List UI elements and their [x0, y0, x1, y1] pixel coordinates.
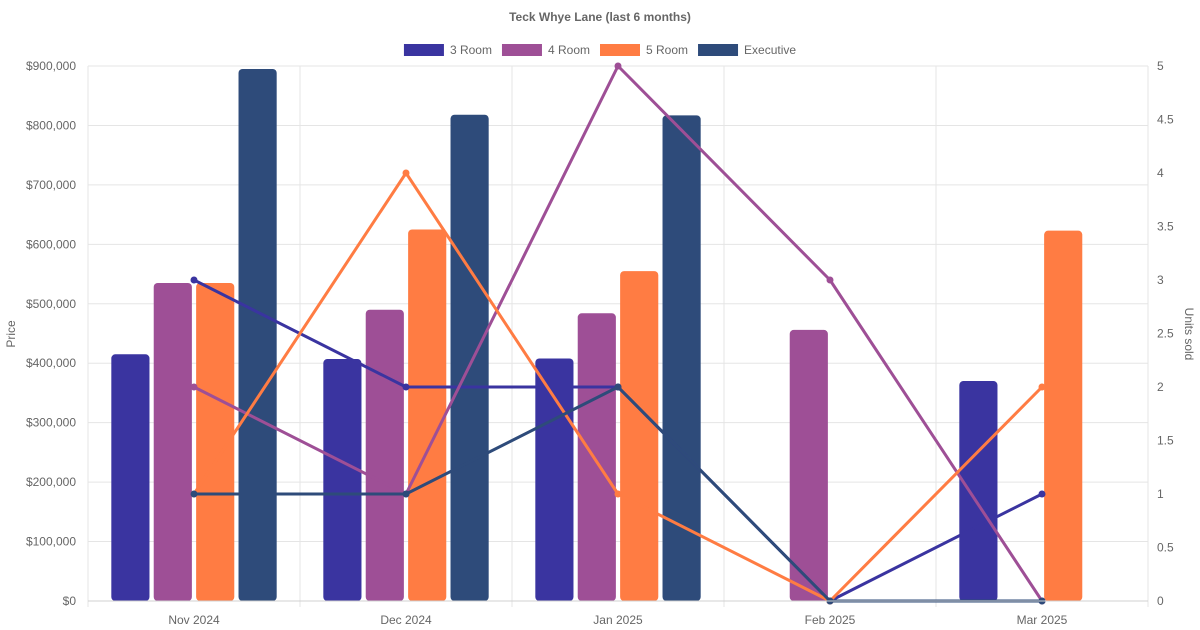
- units-point-3-room: [402, 383, 410, 391]
- units-line-4-room: [193, 64, 1044, 602]
- legend-swatch-5-room: [600, 44, 640, 56]
- y2-tick-label: 4.5: [1157, 113, 1174, 127]
- y-tick-label: $500,000: [26, 297, 76, 311]
- y2-tick-label: 3.5: [1157, 220, 1174, 234]
- x-tick-label: Jan 2025: [593, 613, 643, 627]
- legend-label-4-room: 4 Room: [548, 43, 590, 57]
- bar-3-room: [535, 358, 574, 601]
- bar-5-room: [620, 271, 659, 601]
- units-point-5-room: [1038, 383, 1046, 391]
- bar-4-room: [153, 282, 192, 601]
- y2-tick-label: 3: [1157, 273, 1164, 287]
- y-tick-label: $600,000: [26, 237, 76, 251]
- y2-tick-label: 4: [1157, 166, 1164, 180]
- legend-swatch-3-room: [403, 44, 444, 56]
- y-tick-label: $100,000: [26, 535, 76, 549]
- units-point-executive: [614, 383, 622, 391]
- bar-5-room: [196, 282, 235, 601]
- bar-executive: [450, 114, 489, 601]
- legend-label-3-room: 3 Room: [450, 43, 492, 57]
- y-tick-label: $900,000: [26, 59, 76, 73]
- x-tick-label: Mar 2025: [1017, 613, 1068, 627]
- y-tick-label: $300,000: [26, 416, 76, 430]
- y-tick-label: $700,000: [26, 178, 76, 192]
- y2-tick-label: 0.5: [1157, 541, 1174, 555]
- units-point-4-room: [826, 276, 834, 284]
- y-tick-label: $400,000: [26, 356, 76, 370]
- x-tick-label: Feb 2025: [805, 613, 856, 627]
- y-axis-title: Price: [4, 320, 18, 348]
- y-tick-label: $200,000: [26, 475, 76, 489]
- units-point-executive: [402, 490, 410, 498]
- y2-tick-label: 2.5: [1157, 327, 1174, 341]
- y2-tick-label: 5: [1157, 59, 1164, 73]
- legend-label-executive: Executive: [744, 43, 796, 57]
- legend: 3 Room 4 Room 5 Room Executive: [403, 43, 796, 57]
- bar-4-room: [577, 313, 616, 601]
- y2-tick-label: 2: [1157, 380, 1164, 394]
- y2-tick-label: 1: [1157, 487, 1164, 501]
- bar-5-room: [408, 229, 447, 601]
- units-point-executive: [190, 490, 198, 498]
- chart-title: Teck Whye Lane (last 6 months): [509, 10, 691, 24]
- bar-executive: [238, 68, 277, 601]
- legend-swatch-4-room: [501, 44, 542, 56]
- legend-swatch-executive: [698, 44, 739, 56]
- x-tick-label: Dec 2024: [380, 613, 432, 627]
- axes: $0 $100,000 $200,000 $300,000 $400,000 $500,0…: [26, 59, 1174, 627]
- y2-tick-label: 1.5: [1157, 434, 1174, 448]
- units-point-3-room: [1038, 490, 1046, 498]
- bar-5-room: [1044, 230, 1083, 601]
- units-point-4-room: [190, 383, 198, 391]
- bar-series: [111, 68, 1083, 601]
- units-point-5-room: [402, 169, 410, 177]
- legend-label-5-room: 5 Room: [646, 43, 688, 57]
- y2-axis-title: Units sold: [1182, 308, 1196, 361]
- y-tick-label: $800,000: [26, 118, 76, 132]
- bar-3-room: [111, 354, 150, 601]
- y2-tick-label: 0: [1157, 594, 1164, 608]
- y-tick-label: $0: [63, 594, 77, 608]
- units-point-4-room: [614, 62, 622, 70]
- bar-4-room: [789, 329, 828, 601]
- line-series: [190, 62, 1046, 605]
- bar-4-room: [365, 309, 404, 601]
- x-tick-label: Nov 2024: [168, 613, 220, 627]
- bar-3-room: [959, 381, 998, 601]
- units-point-3-room: [190, 276, 198, 284]
- units-line-3-room: [193, 278, 1043, 603]
- units-point-5-room: [614, 490, 622, 498]
- bar-3-room: [323, 359, 362, 601]
- bar-executive: [662, 115, 701, 601]
